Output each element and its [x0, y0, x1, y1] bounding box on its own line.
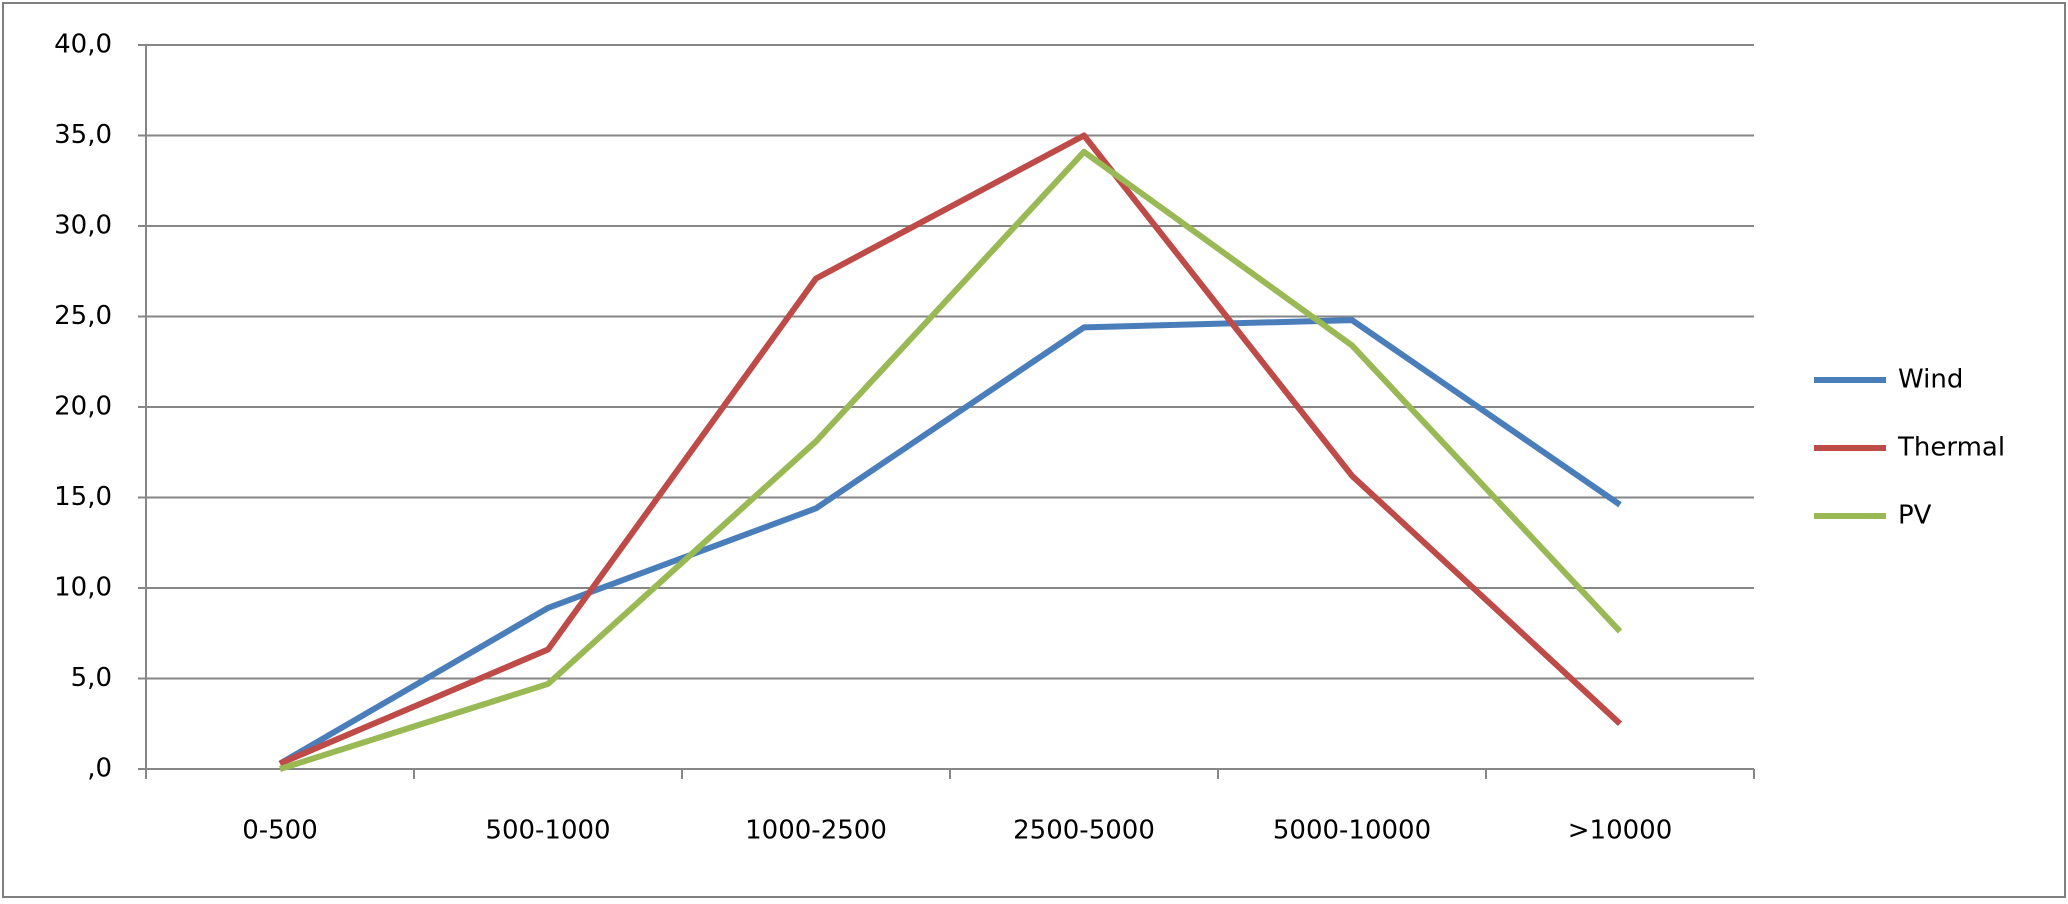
series-line [279, 148, 1623, 772]
legend-label: PV [1898, 501, 1932, 531]
y-tick-label: 5,0 [71, 663, 112, 693]
legend-label: Wind [1898, 365, 1963, 395]
y-tick-label: 10,0 [54, 573, 112, 603]
y-tick-label: 25,0 [54, 301, 112, 331]
x-tick-label: 2500-5000 [1013, 816, 1155, 846]
y-tick-label: 40,0 [54, 30, 112, 60]
y-tick-label: 20,0 [54, 392, 112, 422]
series-line [278, 317, 1622, 767]
y-tick-label: 15,0 [54, 482, 112, 512]
y-tick-label: 35,0 [54, 120, 112, 150]
x-tick-label: 5000-10000 [1273, 816, 1431, 846]
y-tick-label: 30,0 [54, 211, 112, 241]
x-tick-label: 500-1000 [485, 816, 610, 846]
x-tick-label: 1000-2500 [745, 816, 887, 846]
x-tick-label: 0-500 [242, 816, 318, 846]
y-tick-label: ,0 [87, 754, 112, 784]
x-tick-label: >10000 [1568, 816, 1673, 846]
legend-label: Thermal [1897, 433, 2005, 463]
series-line [278, 132, 1623, 767]
